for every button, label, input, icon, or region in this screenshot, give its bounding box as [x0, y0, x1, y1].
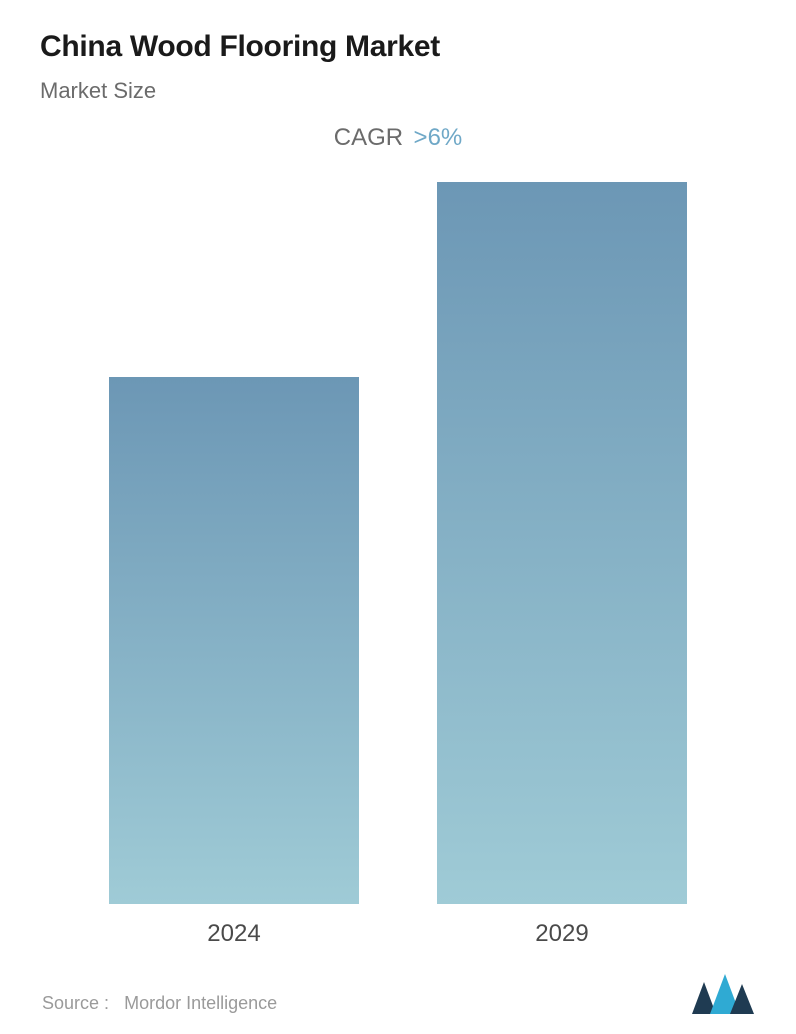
- cagr-row: CAGR >6%: [40, 124, 756, 152]
- bar-0: [109, 377, 359, 904]
- chart-container: China Wood Flooring Market Market Size C…: [0, 0, 796, 1034]
- bar-col-1: 2029: [437, 182, 687, 904]
- mordor-logo-icon: [692, 974, 754, 1014]
- page-title: China Wood Flooring Market: [40, 30, 756, 64]
- bar-group-0: 2024: [70, 182, 398, 904]
- bars-wrap: 2024 2029: [70, 182, 726, 904]
- bar-label-0: 2024: [109, 920, 359, 948]
- page-subtitle: Market Size: [40, 78, 756, 104]
- source-label: Source :: [42, 993, 109, 1013]
- bar-1: [437, 182, 687, 904]
- bar-group-1: 2029: [398, 182, 726, 904]
- footer: Source : Mordor Intelligence: [40, 968, 756, 1014]
- source-name: Mordor Intelligence: [124, 993, 277, 1013]
- source-row: Source : Mordor Intelligence: [42, 993, 277, 1014]
- bar-label-1: 2029: [437, 920, 687, 948]
- bar-col-0: 2024: [109, 182, 359, 904]
- cagr-value: >6%: [414, 124, 463, 151]
- cagr-label: CAGR: [334, 124, 403, 151]
- chart-area: 2024 2029: [70, 182, 726, 958]
